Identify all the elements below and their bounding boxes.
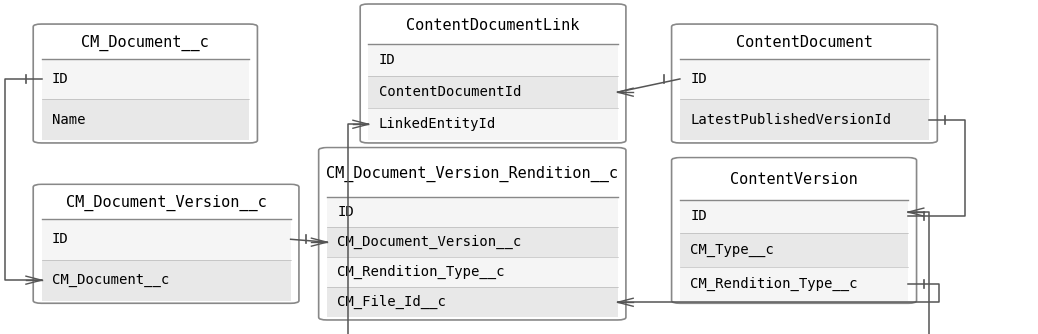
Bar	[327, 287, 618, 317]
FancyBboxPatch shape	[675, 159, 913, 201]
Text: CM_Type__c: CM_Type__c	[690, 243, 774, 257]
Text: CM_Document_Version_Rendition__c: CM_Document_Version_Rendition__c	[326, 166, 619, 182]
Bar	[368, 108, 618, 140]
FancyBboxPatch shape	[33, 24, 257, 143]
Text: LinkedEntityId: LinkedEntityId	[379, 117, 496, 131]
Text: ContentVersion: ContentVersion	[730, 172, 858, 187]
Bar	[327, 197, 618, 227]
Text: ContentDocumentLink: ContentDocumentLink	[406, 18, 580, 33]
FancyBboxPatch shape	[36, 185, 296, 220]
Bar	[680, 58, 929, 100]
Text: ID: ID	[379, 53, 395, 67]
Bar	[680, 267, 908, 301]
Bar	[327, 227, 618, 257]
Text: LatestPublishedVersionId: LatestPublishedVersionId	[690, 113, 892, 127]
Text: CM_File_Id__c: CM_File_Id__c	[337, 295, 446, 309]
FancyBboxPatch shape	[672, 24, 937, 143]
Text: ID: ID	[52, 232, 69, 246]
Bar	[680, 100, 929, 140]
Text: ID: ID	[337, 205, 354, 219]
Bar	[368, 44, 618, 76]
FancyBboxPatch shape	[360, 4, 626, 143]
Bar	[42, 260, 291, 301]
FancyBboxPatch shape	[319, 148, 626, 320]
Bar	[42, 100, 249, 140]
FancyBboxPatch shape	[672, 158, 917, 303]
Bar	[680, 200, 908, 233]
Text: ID: ID	[52, 72, 69, 86]
Text: CM_Document__c: CM_Document__c	[52, 273, 169, 287]
FancyBboxPatch shape	[322, 149, 623, 199]
Bar	[327, 257, 618, 287]
Bar	[368, 76, 618, 108]
Bar	[680, 233, 908, 267]
Text: ContentDocumentId: ContentDocumentId	[379, 85, 521, 99]
Text: CM_Document_Version__c: CM_Document_Version__c	[337, 235, 522, 249]
Text: CM_Document_Version__c: CM_Document_Version__c	[65, 195, 267, 211]
Text: CM_Rendition_Type__c: CM_Rendition_Type__c	[690, 277, 857, 291]
Text: ContentDocument: ContentDocument	[736, 35, 873, 50]
Bar	[42, 219, 291, 260]
FancyBboxPatch shape	[675, 25, 934, 60]
Text: CM_Rendition_Type__c: CM_Rendition_Type__c	[337, 265, 504, 279]
Text: CM_Document__c: CM_Document__c	[81, 34, 210, 51]
FancyBboxPatch shape	[33, 184, 299, 303]
Bar	[42, 58, 249, 100]
FancyBboxPatch shape	[363, 5, 623, 46]
Text: ID: ID	[690, 209, 707, 223]
Text: ID: ID	[690, 72, 707, 86]
Text: Name: Name	[52, 113, 85, 127]
FancyBboxPatch shape	[36, 25, 254, 60]
